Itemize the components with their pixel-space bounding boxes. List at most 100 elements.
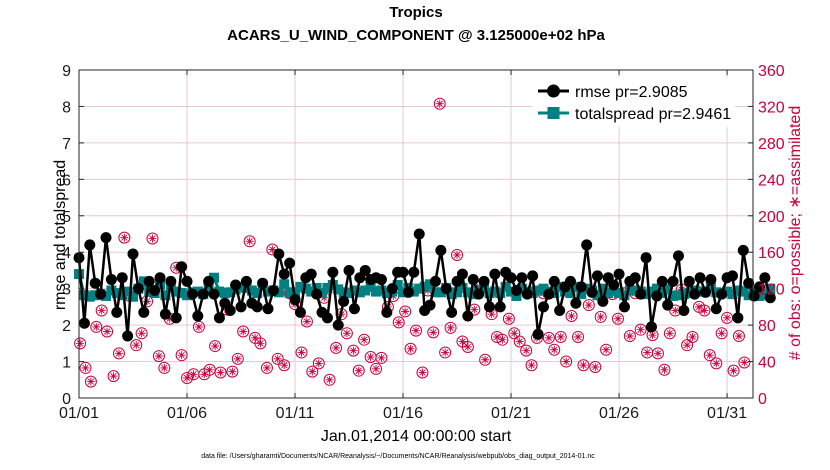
obs-count-point [226,365,239,378]
obs-count-point [135,327,148,340]
obs-count-point [214,366,227,379]
obs-assimilated-stroke [407,345,414,352]
obs-possible-marker [260,361,273,374]
obs-possible-marker [732,330,745,343]
x-axis-label: Jan.01,2014 00:00:00 start [321,428,512,445]
rmse-marker [122,330,134,342]
obs-count-point [118,231,131,244]
rmse-marker [127,248,139,260]
rmse-marker [543,288,555,300]
totalspread-marker [614,288,625,299]
obs-assimilated-stroke [355,367,362,374]
obs-count-point [513,335,526,348]
obs-assimilated-stroke [412,327,420,334]
obs-count-point [410,324,422,337]
obs-assimilated-stroke [332,344,340,352]
obs-count-point [461,340,474,353]
obs-count-point [74,337,87,350]
obs-count-point [237,325,250,338]
obs-count-point [439,346,452,359]
obs-count-point [231,352,244,365]
obs-assimilated-stroke [309,368,316,375]
obs-possible-marker [525,359,538,372]
y-tick-label: 8 [62,99,71,116]
obs-possible-marker [565,310,578,322]
totalspread-marker [705,281,716,292]
obs-possible-marker [214,366,227,379]
obs-count-point [130,339,143,352]
obs-assimilated-stroke [695,303,703,311]
obs-assimilated-stroke [718,330,725,337]
totalspread-marker [79,290,90,301]
obs-assimilated-stroke [523,347,530,354]
totalspread-marker [365,281,376,292]
y-tick-label: 9 [62,63,71,80]
rmse-marker [89,277,101,289]
obs-assimilated-stroke [545,334,553,342]
obs-possible-marker [710,357,723,370]
rmse-marker [235,301,247,313]
totalspread-marker [603,288,614,299]
obs-possible-marker [698,304,711,317]
obs-assimilated-stroke [98,307,105,314]
totalspread-marker [722,286,733,297]
rmse-marker [176,261,188,273]
rmse-marker [521,288,533,300]
totalspread-marker [738,286,749,297]
obs-count-point [79,361,92,374]
totalspread-marker [214,286,225,297]
x-tick-label: 01/01 [59,405,99,422]
totalspread-marker [533,285,544,296]
totalspread-marker [495,288,506,299]
obs-assimilated-stroke [372,365,380,372]
y-tick-label: 0 [62,391,71,408]
obs-assimilated-stroke [350,347,357,354]
obs-assimilated-stroke [683,342,691,349]
y-right-tick-label: 240 [758,172,785,189]
totalspread-marker [759,289,770,300]
obs-assimilated-stroke [269,246,276,253]
obs-count-point [90,320,103,333]
obs-possible-marker [663,327,676,340]
rmse-marker [327,266,339,278]
obs-possible-marker [461,340,474,353]
totalspread-marker [311,282,322,293]
obs-count-point [187,368,200,381]
obs-assimilated-stroke [378,354,385,362]
obs-possible-marker [112,347,125,360]
obs-possible-marker [130,339,143,352]
totalspread-marker [732,285,743,296]
totalspread-marker [592,290,603,301]
rmse-marker [764,292,776,304]
totalspread-marker [128,291,139,302]
obs-count-point [271,352,284,365]
obs-assimilated-stroke [178,352,185,359]
obs-count-point [710,357,723,370]
rmse-marker [662,299,674,311]
obs-assimilated-stroke [481,356,489,363]
rmse-marker [726,270,738,282]
y-right-tick-label: 280 [758,136,785,153]
obs-count-point [451,248,464,261]
obs-count-point [577,359,590,372]
totalspread-marker [581,283,592,294]
totalspread-marker [576,289,587,300]
obs-assimilated-stroke [229,368,236,375]
rmse-marker [608,279,620,291]
y-axis-label: rmse and totalspread [52,160,69,310]
obs-count-point [732,330,745,343]
rmse-marker [348,303,360,315]
obs-possible-marker [254,337,267,350]
obs-count-point [479,353,492,366]
y-axis-right-label: # of obs: o=possible; ∗=assimilated [787,106,804,360]
plot-frame [78,69,754,399]
rmse-marker [284,257,296,269]
totalspread-marker [279,279,290,290]
rmse-marker [446,306,458,318]
totalspread-marker [176,288,187,299]
rmse-marker [165,275,177,287]
rmse-marker [732,312,744,324]
y-right-tick-label: 0 [758,391,767,408]
obs-assimilated-stroke [367,353,374,361]
